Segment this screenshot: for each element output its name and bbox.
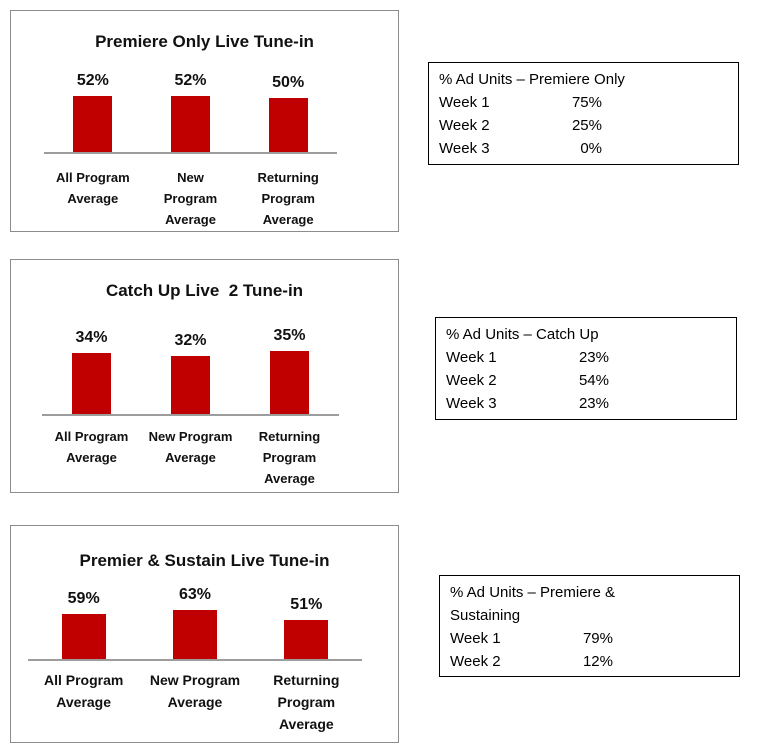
bar xyxy=(72,353,111,414)
x-axis-line xyxy=(28,659,362,661)
percent-value: 0% xyxy=(580,140,602,157)
bar xyxy=(171,356,210,414)
chart-panel-catch-up: Catch Up Live 2 Tune-in 34% 32% 35% All … xyxy=(10,259,399,493)
week-label: Week 1 xyxy=(450,630,501,647)
percent-value: 25% xyxy=(571,117,602,134)
week-label: Week 3 xyxy=(446,395,497,412)
week-label: Week 2 xyxy=(446,372,497,389)
table-title: % Ad Units – Premiere & Sustaining xyxy=(450,584,616,624)
table-title: % Ad Units – Premiere Only xyxy=(439,71,625,88)
table-row: Week 3 0% xyxy=(439,137,728,160)
x-axis-line xyxy=(44,152,337,154)
table-row: Week 1 79% xyxy=(450,627,729,650)
bar-category-label: Returning Program Average xyxy=(258,429,321,486)
bar xyxy=(172,610,217,659)
chart-panel-premiere-sustain: Premier & Sustain Live Tune-in 59% 63% 5… xyxy=(10,525,399,743)
bar xyxy=(284,620,329,659)
chart-title: Premiere Only Live Tune-in xyxy=(95,32,314,51)
bar-value-label: 50% xyxy=(272,74,305,91)
bar-group: 63% xyxy=(139,586,250,659)
week-label: Week 2 xyxy=(439,117,490,134)
chart-title: Premier & Sustain Live Tune-in xyxy=(79,551,330,570)
bar xyxy=(171,96,210,152)
percent-value: 79% xyxy=(582,630,613,647)
table-row: Week 1 75% xyxy=(439,91,728,114)
bar-category-label: New Program Average xyxy=(149,672,241,710)
bar-category-label: All Program Average xyxy=(43,672,124,710)
percent-value: 23% xyxy=(578,349,609,366)
table-row: Week 2 12% xyxy=(450,650,729,673)
ad-units-table-catch-up: % Ad Units – Catch Up Week 1 23% Week 2 … xyxy=(435,317,737,420)
bar xyxy=(73,96,113,152)
bar-group: 51% xyxy=(251,596,362,659)
bar-value-label: 34% xyxy=(75,329,108,346)
bar-value-label: 59% xyxy=(67,590,100,607)
bar-category-label: Returning Program Average xyxy=(273,672,340,732)
bar-category-label: All Program Average xyxy=(55,170,130,206)
percent-value: 23% xyxy=(578,395,609,412)
ad-units-table-premiere-only: % Ad Units – Premiere Only Week 1 75% We… xyxy=(428,62,739,165)
week-label: Week 3 xyxy=(439,140,490,157)
chart-title: Catch Up Live 2 Tune-in xyxy=(105,281,304,300)
bar-group: 52% xyxy=(142,72,240,152)
bar-value-label: 52% xyxy=(174,72,207,89)
percent-value: 54% xyxy=(578,372,609,389)
bar-value-label: 63% xyxy=(178,586,211,603)
bar-category-label: New Program Average xyxy=(148,429,233,465)
percent-value: 75% xyxy=(571,94,602,111)
bar-group: 35% xyxy=(240,327,339,414)
plot-area: 34% 32% 35% xyxy=(42,260,339,414)
category-labels: All Program Average New Program Average … xyxy=(44,167,337,230)
chart-panel-premiere-only: Premiere Only Live Tune-in 52% 52% 50% A… xyxy=(10,10,399,232)
table-title: % Ad Units – Catch Up xyxy=(446,326,599,343)
bar-value-label: 32% xyxy=(174,332,207,349)
bar-group: 52% xyxy=(44,72,142,152)
x-axis-line xyxy=(42,414,339,416)
plot-area: 59% 63% 51% xyxy=(28,526,362,659)
bar-group: 50% xyxy=(239,74,337,152)
bar-category-label: Returning Program Average xyxy=(257,170,319,227)
bar-value-label: 51% xyxy=(290,596,323,613)
category-labels: All Program Average New Program Average … xyxy=(42,426,339,489)
bar-category-label: All Program Average xyxy=(54,429,129,465)
category-labels: All Program Average New Program Average … xyxy=(28,669,362,735)
plot-area: 52% 52% 50% xyxy=(44,11,337,152)
bar xyxy=(270,351,309,414)
bar-category-label: New Program Average xyxy=(163,170,218,227)
bar-value-label: 52% xyxy=(76,72,109,89)
table-row: Week 1 23% xyxy=(446,346,726,369)
bar xyxy=(268,98,308,152)
bar-group: 32% xyxy=(141,332,240,414)
percent-value: 12% xyxy=(582,653,613,670)
table-row: Week 2 25% xyxy=(439,114,728,137)
week-label: Week 1 xyxy=(439,94,490,111)
bar xyxy=(61,614,106,659)
table-row: Week 3 23% xyxy=(446,392,726,415)
bar-group: 59% xyxy=(28,590,139,659)
week-label: Week 1 xyxy=(446,349,497,366)
bar-value-label: 35% xyxy=(273,327,306,344)
ad-units-table-premiere-sustaining: % Ad Units – Premiere & Sustaining Week … xyxy=(439,575,740,677)
week-label: Week 2 xyxy=(450,653,501,670)
table-row: Week 2 54% xyxy=(446,369,726,392)
bar-group: 34% xyxy=(42,329,141,414)
